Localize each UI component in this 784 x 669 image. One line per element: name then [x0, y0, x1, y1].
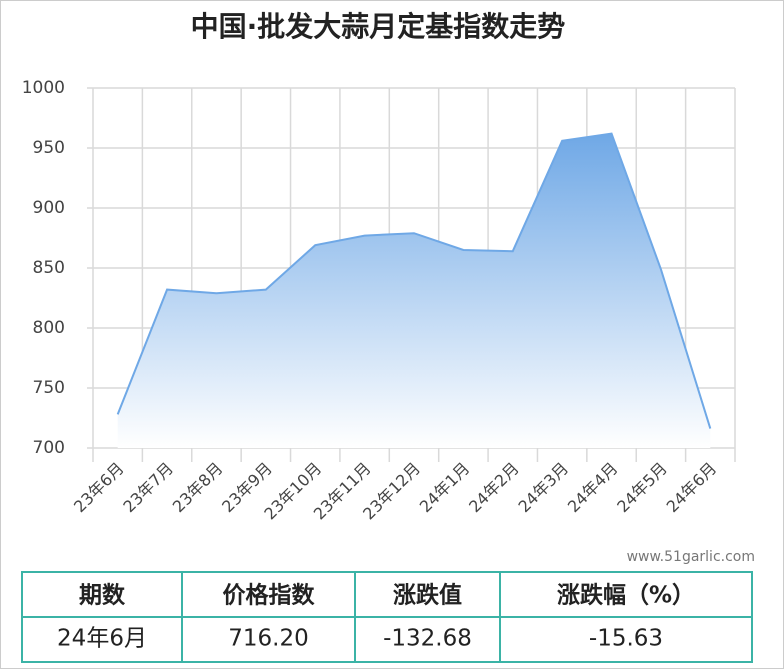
x-tick-label: 23年8月 — [169, 459, 227, 517]
x-tick-label: 24年6月 — [663, 459, 721, 517]
y-tick-label: 800 — [33, 318, 65, 338]
y-tick-label: 900 — [33, 198, 65, 218]
x-tick-label: 23年6月 — [70, 459, 128, 517]
plot: 700750800850900950100023年6月23年7月23年8月23年… — [22, 78, 736, 523]
y-tick-label: 1000 — [22, 78, 65, 98]
x-tick-label: 23年7月 — [119, 459, 177, 517]
table-header: 涨跌幅（%） — [557, 582, 695, 609]
table-cell: -132.68 — [383, 626, 472, 652]
chart-title: 中国·批发大蒜月定基指数走势 — [191, 10, 566, 43]
table-header: 价格指数 — [223, 582, 316, 609]
y-tick-label: 750 — [33, 378, 65, 398]
line — [116, 132, 712, 429]
x-tick-label: 24年2月 — [465, 459, 523, 517]
area — [117, 133, 711, 448]
table-header: 涨跌值 — [393, 582, 462, 609]
x-tick-label: 24年4月 — [564, 459, 622, 517]
x-tick-label: 24年1月 — [416, 459, 474, 517]
table: 期数 价格指数 涨跌值 涨跌幅（%） 24年6月 716.20 -132.68 -15.63 — [21, 571, 753, 663]
y-tick-label: 850 — [33, 258, 65, 278]
table-cell: -15.63 — [589, 626, 663, 652]
table-header: 期数 — [79, 583, 126, 609]
y-tick-label: 950 — [33, 138, 65, 158]
x-tick-label: 24年5月 — [613, 459, 671, 517]
table-cell: 716.20 — [228, 626, 308, 652]
x-tick-label: 24年3月 — [515, 459, 573, 517]
table-cell: 24年6月 — [57, 626, 147, 652]
y-tick-label: 700 — [33, 438, 65, 458]
watermark: www.51garlic.com — [627, 549, 755, 565]
